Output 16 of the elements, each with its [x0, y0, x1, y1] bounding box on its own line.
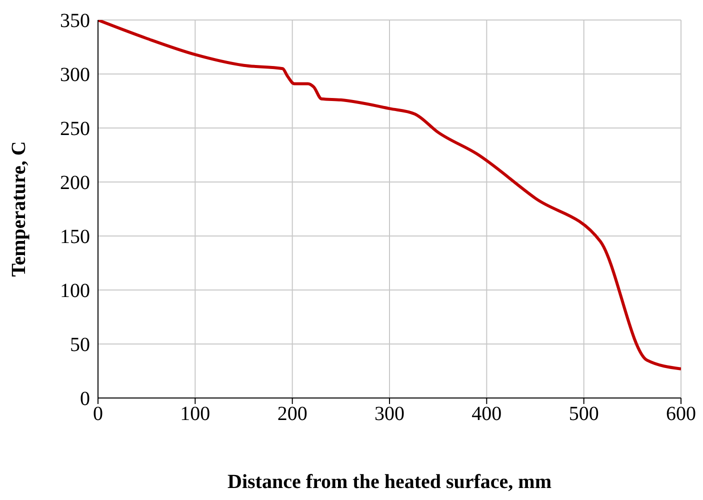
x-axis-title: Distance from the heated surface, mm	[228, 471, 552, 493]
y-axis-title: Temperature, C	[8, 141, 30, 277]
y-tick-label: 50	[70, 334, 90, 356]
x-tick-label: 100	[180, 403, 210, 426]
y-tick-label: 200	[60, 172, 90, 194]
y-tick-label: 150	[60, 226, 90, 248]
x-tick-label: 200	[277, 403, 308, 426]
x-tick-label: 300	[374, 403, 404, 426]
x-tick-label: 600	[666, 403, 696, 426]
y-tick-label: 250	[60, 118, 90, 140]
y-tick-label: 350	[60, 10, 90, 32]
y-tick-label: 0	[80, 388, 90, 410]
y-tick-label: 100	[60, 280, 90, 302]
y-tick-label: 300	[60, 64, 90, 86]
x-tick-label: 500	[568, 403, 599, 426]
x-tick-label: 400	[472, 403, 502, 426]
